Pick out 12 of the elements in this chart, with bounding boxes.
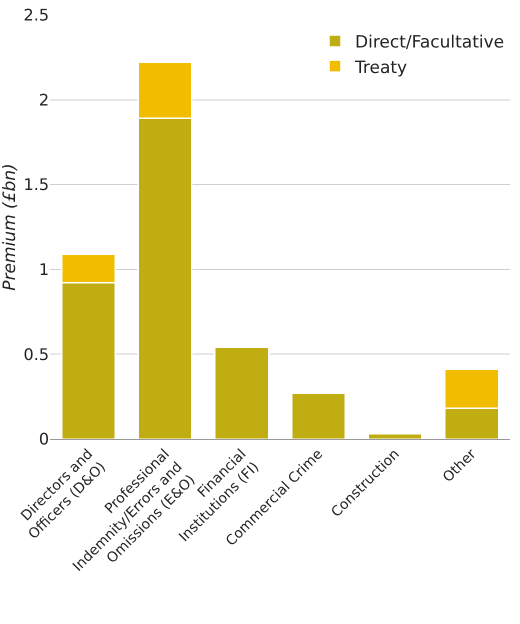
y-tick-label: 2.5	[24, 6, 49, 25]
y-axis-title: Premium (£bn)	[0, 163, 20, 291]
legend-label: Direct/Facultative	[355, 32, 504, 53]
y-tick-label: 1	[38, 260, 49, 279]
legend-label: Treaty	[354, 58, 408, 78]
y-tick-label: 2	[38, 90, 49, 110]
y-tick-label: 0.5	[24, 344, 49, 364]
bar	[290, 392, 346, 439]
bar	[367, 433, 423, 439]
bar	[214, 346, 270, 439]
y-tick-label: 1.5	[24, 175, 49, 194]
y-tick-label: 0	[38, 430, 49, 449]
